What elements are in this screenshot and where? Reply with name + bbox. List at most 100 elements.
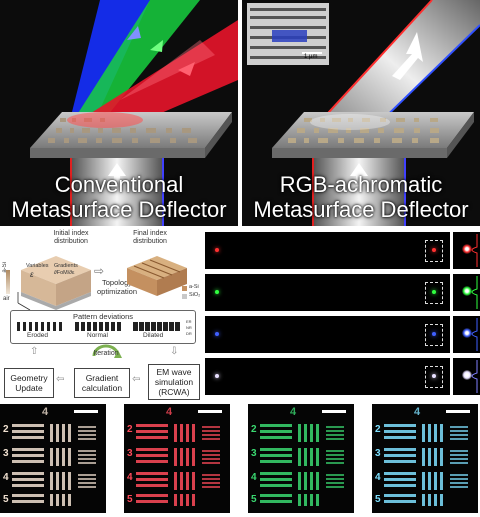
- legend-asi-label: a-Si: [189, 284, 199, 290]
- usaf-bars-vertical: [174, 494, 196, 506]
- em-wave-line2: simulation: [154, 377, 194, 387]
- usaf-scale-bar: [198, 410, 222, 413]
- usaf-bars-vertical: [298, 472, 320, 490]
- geometry-update-line1: Geometry: [10, 373, 48, 383]
- left-arrow-icon-2: ⇦: [132, 374, 141, 385]
- usaf-bars-small: [326, 426, 344, 440]
- usaf-bars-horizontal: [260, 472, 292, 490]
- right-arrow-icon: ⇨: [94, 264, 105, 278]
- usaf-top-label: 4: [166, 406, 173, 418]
- focal-spot: [215, 374, 219, 378]
- usaf-bars-horizontal: [260, 494, 292, 506]
- usaf-group-label: 3: [251, 448, 257, 459]
- focal-profile: [471, 318, 478, 351]
- focal-zoom-white: [453, 358, 480, 395]
- topology-label-line2: optimization: [96, 287, 138, 296]
- gradient-calc-line2: calculation: [81, 383, 123, 393]
- conventional-deflector-panel: Conventional Metasurface Deflector: [0, 0, 238, 226]
- em-wave-line3: (RCWA): [158, 387, 190, 397]
- usaf-bars-small: [450, 474, 468, 488]
- usaf-group-label: 5: [375, 494, 381, 505]
- focal-roi-box: [425, 366, 443, 388]
- focal-row-white: [205, 358, 450, 395]
- usaf-bars-horizontal: [12, 448, 44, 466]
- pattern-eroded: [17, 322, 65, 331]
- usaf-bars-vertical: [50, 472, 72, 490]
- pattern-side-er: ER: [186, 319, 192, 324]
- focal-zoom-spot: [462, 370, 472, 380]
- usaf-bars-horizontal: [384, 494, 416, 506]
- gradients-symbol: ∂FoM/∂ε: [54, 270, 75, 276]
- focal-spot: [215, 290, 219, 294]
- usaf-group-label: 4: [3, 472, 9, 483]
- focal-profile: [471, 234, 478, 267]
- focal-roi-spot: [432, 248, 436, 252]
- usaf-group-label: 5: [127, 494, 133, 505]
- usaf-image-green: 4 2 3 4 5: [248, 404, 354, 513]
- left-arrow-icon: ⇦: [56, 374, 65, 385]
- usaf-bars-small: [202, 426, 220, 440]
- usaf-bars-vertical: [50, 424, 72, 442]
- initial-title-line2: distribution: [54, 238, 88, 245]
- usaf-bars-vertical: [174, 448, 196, 466]
- usaf-group-label: 4: [251, 472, 257, 483]
- em-wave-simulation-box: EM wave simulation (RCWA): [148, 364, 200, 400]
- usaf-bars-small: [202, 450, 220, 464]
- final-index-cube: [127, 256, 187, 296]
- focal-zoom-spot: [462, 286, 472, 296]
- pattern-normal: [75, 322, 123, 331]
- usaf-bars-vertical: [298, 424, 320, 442]
- initial-title-line1: Initial index: [53, 230, 89, 237]
- usaf-bars-vertical: [422, 448, 444, 466]
- usaf-bars-vertical: [174, 424, 196, 442]
- focal-roi-spot: [432, 332, 436, 336]
- focal-spot: [215, 332, 219, 336]
- usaf-bars-small: [202, 474, 220, 488]
- usaf-bars-vertical: [298, 494, 320, 506]
- index-colorbar: [6, 270, 10, 294]
- usaf-top-label: 4: [42, 406, 49, 418]
- iteration-cycle-icon: [92, 344, 122, 358]
- usaf-bars-horizontal: [136, 472, 168, 490]
- usaf-group-label: 3: [375, 448, 381, 459]
- usaf-bars-vertical: [50, 494, 72, 506]
- usaf-group-label: 4: [375, 472, 381, 483]
- usaf-bars-vertical: [298, 448, 320, 466]
- pattern-side-nr: NR: [186, 325, 192, 330]
- legend-asi-swatch: [182, 286, 187, 291]
- usaf-bars-horizontal: [384, 472, 416, 490]
- conventional-caption-line2: Metasurface Deflector: [11, 197, 227, 222]
- usaf-bars-small: [326, 474, 344, 488]
- usaf-scale-bar: [74, 410, 98, 413]
- focal-row-green: [205, 274, 450, 311]
- gradient-calc-line1: Gradient: [85, 373, 119, 383]
- focal-roi-spot: [432, 374, 436, 378]
- focal-roi-box: [425, 282, 443, 304]
- pattern-label-eroded: Eroded: [27, 332, 48, 339]
- usaf-group-label: 2: [3, 424, 9, 435]
- focal-roi-box: [425, 324, 443, 346]
- focal-profile: [471, 276, 478, 309]
- sem-scale-label: 1 µm: [304, 54, 318, 60]
- focal-row-red: [205, 232, 450, 269]
- usaf-bars-small: [78, 426, 96, 440]
- topology-optimization-diagram: Initial index distribution Final index d…: [0, 228, 202, 402]
- usaf-bars-horizontal: [12, 494, 44, 506]
- usaf-group-label: 2: [251, 424, 257, 435]
- focal-roi-box: [425, 240, 443, 262]
- usaf-top-label: 4: [414, 406, 421, 418]
- pattern-dilated: [133, 322, 181, 331]
- em-wave-line1: EM wave: [156, 367, 192, 377]
- usaf-bars-vertical: [422, 424, 444, 442]
- focal-profile: [471, 360, 478, 393]
- final-title-line1: Final index: [133, 230, 167, 237]
- usaf-bars-small: [450, 426, 468, 440]
- usaf-bars-horizontal: [384, 424, 416, 442]
- usaf-bars-vertical: [422, 472, 444, 490]
- achromatic-caption-line2: Metasurface Deflector: [253, 197, 469, 222]
- usaf-bars-horizontal: [384, 448, 416, 466]
- usaf-bars-vertical: [174, 472, 196, 490]
- usaf-bars-horizontal: [136, 494, 168, 506]
- focal-spots-panel: [203, 232, 480, 402]
- focal-zoom-spot: [462, 244, 472, 254]
